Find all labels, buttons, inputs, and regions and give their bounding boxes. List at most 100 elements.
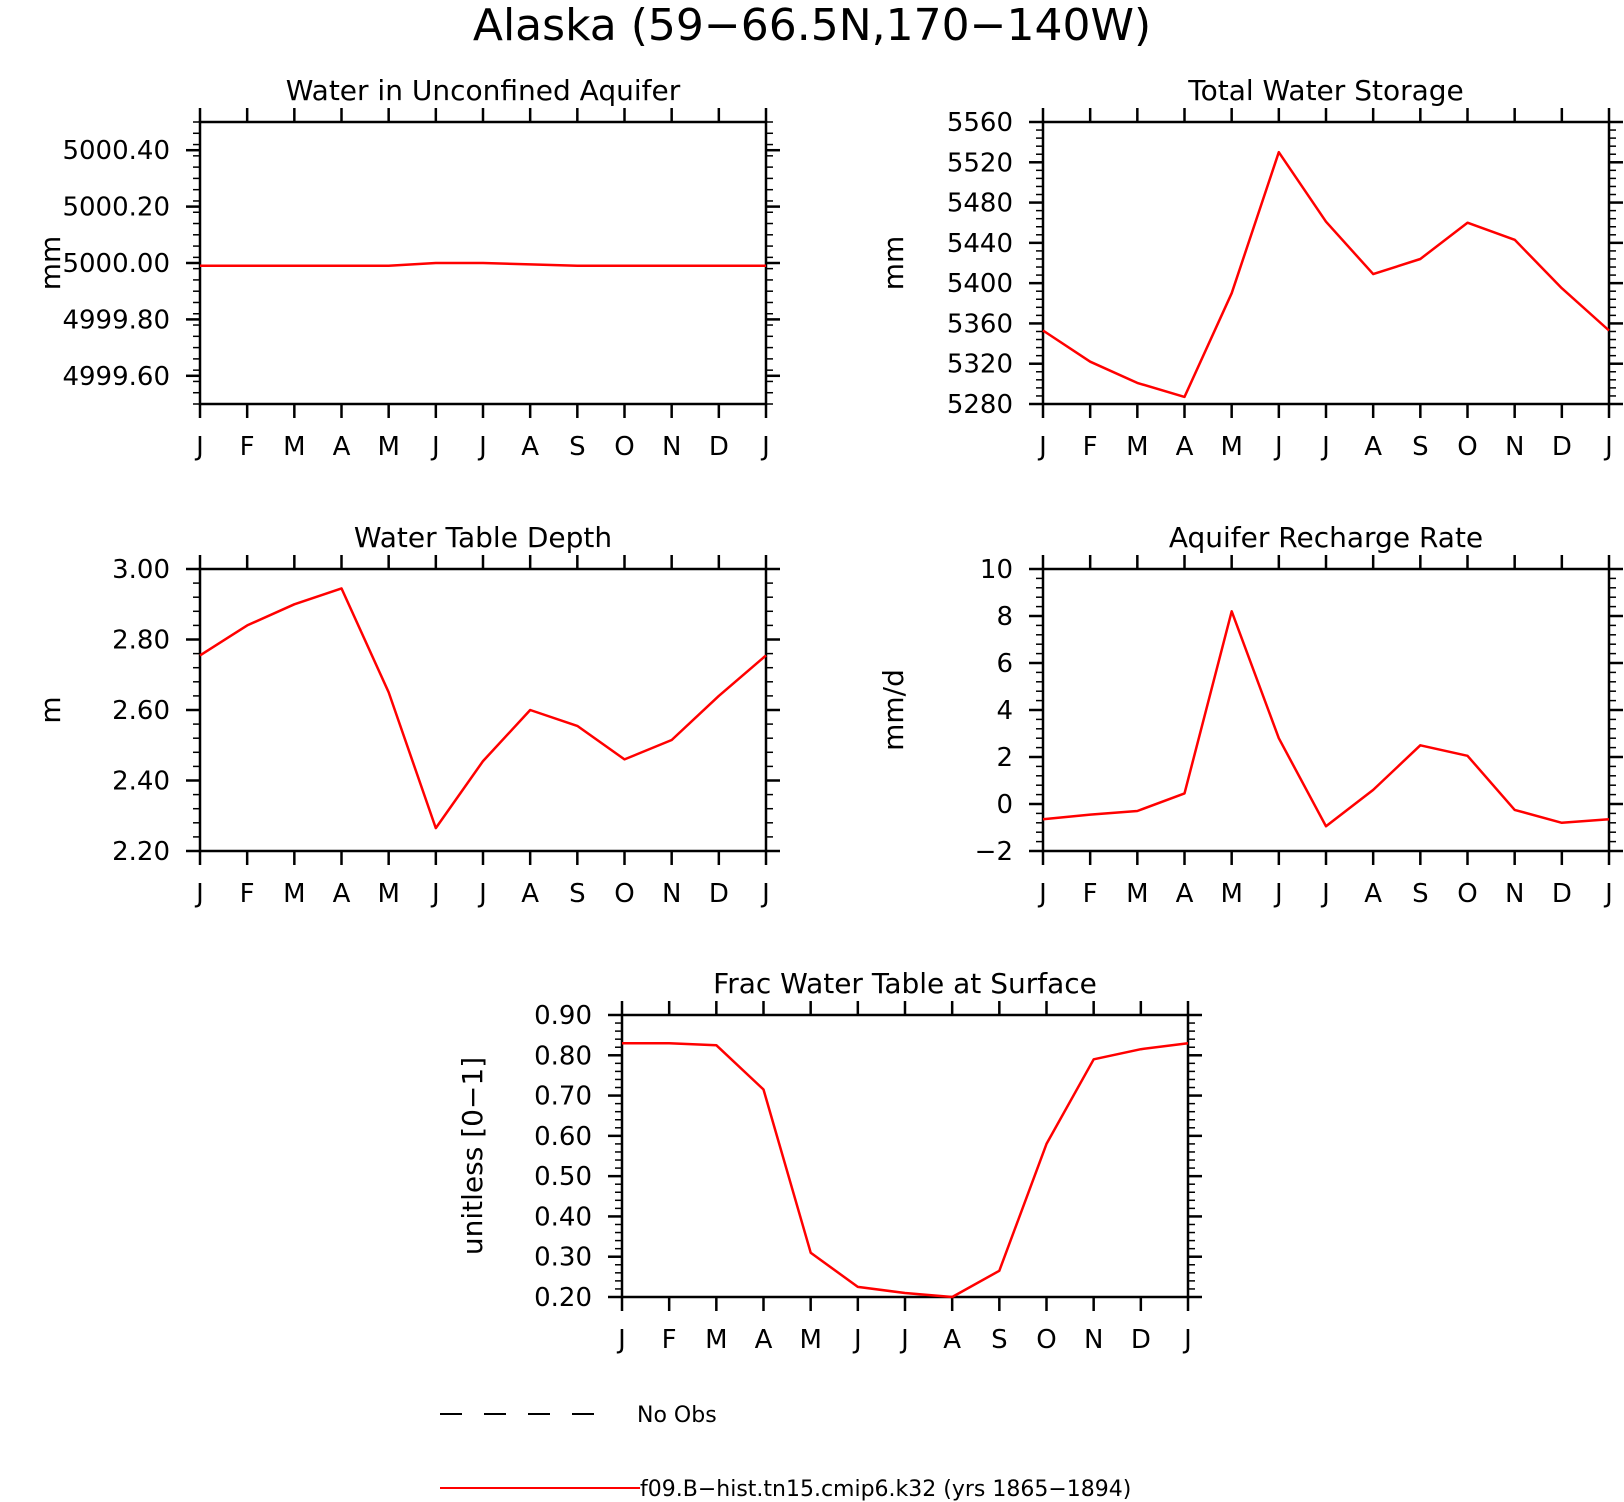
x-tick-label: S — [1412, 879, 1429, 909]
y-tick-label: 5400 — [947, 269, 1013, 299]
series-line — [200, 261, 766, 268]
x-tick-label: N — [1084, 1325, 1103, 1355]
x-tick-label: J — [1273, 879, 1283, 909]
x-tick-label: A — [1364, 879, 1382, 909]
x-tick-label: F — [662, 1325, 677, 1355]
y-tick-label: 0.70 — [534, 1082, 592, 1112]
y-tick-label: 5560 — [947, 108, 1013, 138]
x-tick-label: J — [760, 432, 770, 462]
y-tick-label: 3.00 — [112, 555, 170, 585]
x-tick-label: J — [1320, 879, 1330, 909]
y-tick-label: 0.40 — [534, 1202, 592, 1232]
x-tick-label: M — [1126, 432, 1148, 462]
x-tick-label: S — [569, 879, 586, 909]
x-tick-label: D — [709, 879, 729, 909]
x-tick-label: M — [1220, 879, 1242, 909]
x-tick-label: M — [1126, 879, 1148, 909]
y-tick-label: 4999.60 — [62, 362, 170, 392]
x-tick-label: J — [899, 1325, 909, 1355]
x-tick-label: M — [283, 432, 305, 462]
series-line — [199, 587, 767, 830]
panel-title: Frac Water Table at Surface — [713, 967, 1097, 1000]
y-axis-label: unitless [0−1] — [456, 1057, 489, 1255]
series-line — [1042, 150, 1610, 399]
x-tick-label: J — [430, 432, 440, 462]
y-tick-label: 2.40 — [112, 767, 170, 797]
x-tick-label: M — [705, 1325, 727, 1355]
x-tick-label: N — [662, 432, 681, 462]
x-tick-label: A — [1176, 879, 1194, 909]
y-tick-label: 2.20 — [112, 837, 170, 867]
x-tick-label: J — [477, 432, 487, 462]
x-tick-label: A — [943, 1325, 961, 1355]
y-tick-label: 5000.20 — [62, 193, 170, 223]
y-tick-label: 0.20 — [534, 1283, 592, 1313]
x-tick-label: J — [1603, 879, 1613, 909]
y-tick-label: 0.30 — [534, 1243, 592, 1273]
x-tick-label: A — [1364, 432, 1382, 462]
x-tick-label: J — [1182, 1325, 1192, 1355]
x-tick-label: J — [760, 879, 770, 909]
x-tick-label: F — [240, 879, 255, 909]
x-tick-label: M — [377, 432, 399, 462]
x-tick-label: A — [755, 1325, 773, 1355]
x-tick-label: F — [1083, 879, 1098, 909]
x-tick-label: O — [1457, 432, 1477, 462]
y-axis-label: mm/d — [877, 669, 910, 751]
x-tick-label: J — [616, 1325, 626, 1355]
figure-title: Alaska (59−66.5N,170−140W) — [473, 0, 1151, 51]
x-tick-label: D — [709, 432, 729, 462]
series-line — [1042, 610, 1610, 828]
x-tick-label: J — [1037, 879, 1047, 909]
x-tick-label: N — [662, 879, 681, 909]
x-tick-label: N — [1505, 432, 1524, 462]
y-tick-label: 5280 — [947, 390, 1013, 420]
x-tick-label: S — [1412, 432, 1429, 462]
x-tick-label: J — [1037, 432, 1047, 462]
x-tick-label: J — [1603, 432, 1613, 462]
plot-frame — [198, 567, 768, 853]
x-tick-label: A — [521, 432, 539, 462]
y-tick-label: −2 — [975, 837, 1013, 867]
y-tick-label: 8 — [996, 602, 1013, 632]
y-tick-label: 0 — [996, 790, 1013, 820]
x-tick-label: M — [1220, 432, 1242, 462]
x-tick-label: O — [614, 432, 634, 462]
x-tick-label: J — [852, 1325, 862, 1355]
y-tick-label: 0.90 — [534, 1001, 592, 1031]
y-tick-label: 5000.40 — [62, 136, 170, 166]
x-tick-label: N — [1505, 879, 1524, 909]
plot-frame — [1041, 120, 1611, 406]
panel-title: Aquifer Recharge Rate — [1169, 521, 1483, 554]
panel-title: Water in Unconfined Aquifer — [286, 74, 681, 107]
y-tick-label: 4 — [996, 696, 1013, 726]
x-tick-label: S — [569, 432, 586, 462]
y-tick-label: 5360 — [947, 309, 1013, 339]
x-tick-label: F — [1083, 432, 1098, 462]
x-tick-label: A — [333, 879, 351, 909]
x-tick-label: J — [1273, 432, 1283, 462]
y-axis-label: mm — [34, 236, 67, 291]
x-tick-label: J — [1320, 432, 1330, 462]
x-tick-label: O — [1036, 1325, 1056, 1355]
x-tick-label: D — [1131, 1325, 1151, 1355]
legend-label-model: f09.B−hist.tn15.cmip6.k32 (yrs 1865−1894… — [640, 1477, 1131, 1502]
x-tick-label: F — [240, 432, 255, 462]
x-tick-label: A — [1176, 432, 1194, 462]
x-tick-label: J — [194, 879, 204, 909]
y-tick-label: 6 — [996, 649, 1013, 679]
x-tick-label: D — [1552, 879, 1572, 909]
panel-title: Total Water Storage — [1187, 74, 1464, 107]
y-tick-label: 2 — [996, 743, 1013, 773]
x-tick-label: M — [799, 1325, 821, 1355]
x-tick-label: O — [614, 879, 634, 909]
y-tick-label: 2.80 — [112, 626, 170, 656]
y-tick-label: 5520 — [947, 148, 1013, 178]
x-tick-label: J — [194, 432, 204, 462]
plot-frame — [1041, 567, 1611, 853]
